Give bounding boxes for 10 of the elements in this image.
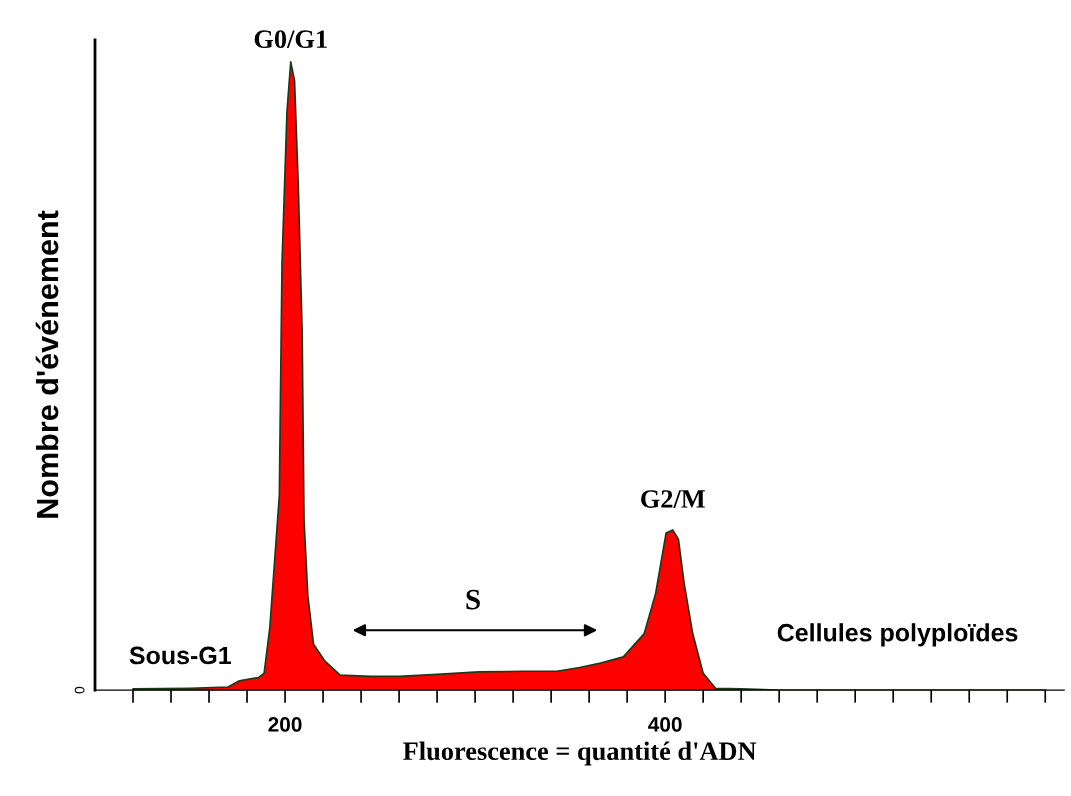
y-axis-title: Nombre d'événement <box>35 210 59 518</box>
annotation: Sous-G1 <box>129 646 231 665</box>
x-tick-label: 200 <box>268 717 302 732</box>
annotation: S <box>466 589 480 610</box>
x-tick-label: 400 <box>648 717 682 732</box>
annotation: G0/G1 <box>254 30 327 49</box>
annotation: G2/M <box>641 490 705 508</box>
x-axis-title: Fluorescence = quantité d'ADN <box>403 741 757 766</box>
annotation: Cellules polyploïdes <box>777 623 1018 647</box>
text: 0 <box>74 686 85 694</box>
